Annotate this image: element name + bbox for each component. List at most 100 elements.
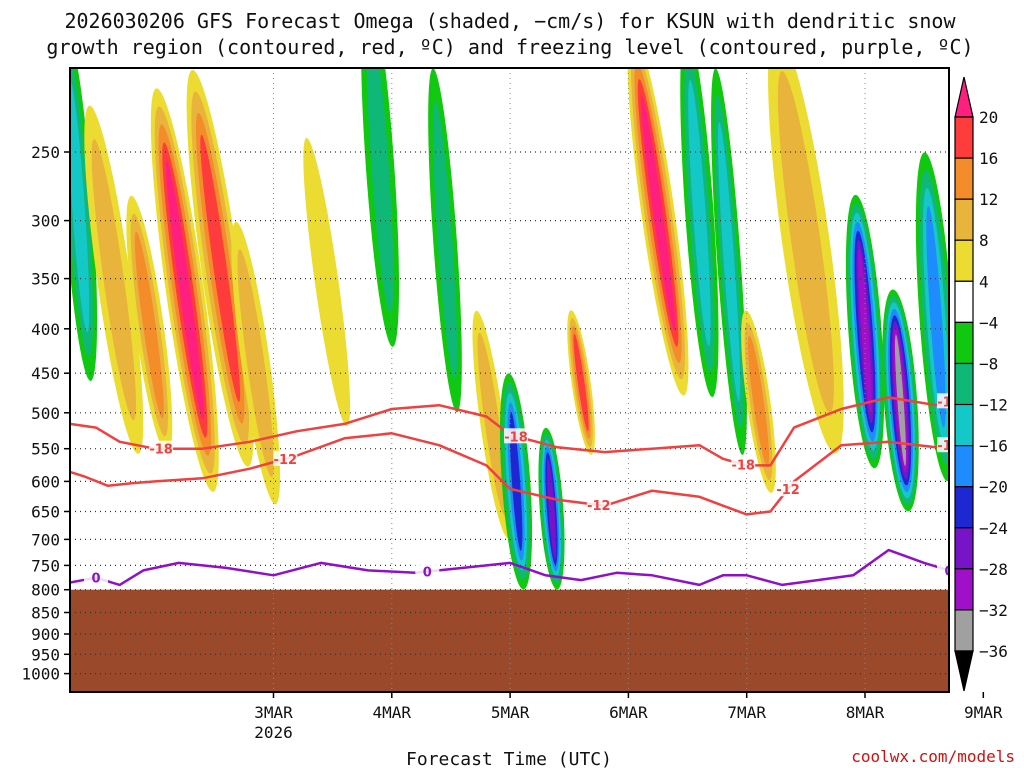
omega-cell-17 (768, 68, 844, 454)
below-ground-area (70, 589, 949, 692)
omega-shade (747, 335, 770, 468)
omega-shade (91, 139, 136, 421)
contour-label-bg (504, 428, 528, 444)
y-tick-label: 950 (31, 645, 60, 664)
omega-shade (165, 160, 204, 420)
colorbar: 20 16 12 8 4 −4 −8 −12 −16 −20 −24 −28 −32 −36 (954, 76, 1008, 692)
x-tick-label: 4MAR (373, 703, 412, 722)
colorbar-label: −36 (979, 642, 1008, 661)
colorbar-label: −32 (979, 601, 1008, 620)
contour-label: -12 (274, 453, 298, 468)
contour-label: 0 (423, 566, 432, 581)
y-tick-label: 1000 (21, 665, 60, 684)
contour-label-bg (415, 563, 440, 579)
colorbar-label: 20 (979, 108, 998, 127)
contour-label-bg (937, 437, 949, 453)
omega-cell-7 (360, 68, 400, 347)
colorbar-bottom-arrow (954, 650, 974, 692)
colorbar-swatch (954, 486, 974, 529)
contour-label-bg (937, 393, 949, 409)
x-tick-label: 9MAR (964, 703, 1003, 722)
omega-cell-11 (538, 427, 565, 590)
y-tick-label: 550 (31, 440, 60, 459)
omega-cell-16 (741, 310, 776, 493)
contour-label-bg (273, 450, 298, 466)
omega-cell-4 (186, 69, 254, 467)
omega-shade (640, 95, 676, 331)
y-tick-label: 800 (31, 581, 60, 600)
colorbar-label: −16 (979, 437, 1008, 456)
y-axis: 250 300 350 400 450 500 550 600 650 700 750 800 850 9… (21, 143, 70, 684)
y-tick-label: 450 (31, 364, 60, 383)
x-axis-label: Forecast Time (UTC) (406, 749, 612, 768)
omega-shade (995, 228, 1018, 421)
omega-shade (237, 249, 274, 478)
omega-cell-12 (567, 310, 595, 455)
omega-shade (926, 205, 946, 428)
contour-label: -18 (937, 395, 961, 410)
plot-area: -18 -12 -18 -12 -18 -12 -18 -12 0 0 0 (69, 67, 1018, 693)
contour-label: 0 (91, 572, 100, 587)
contour-label: -12 (937, 439, 961, 454)
colorbar-label: 4 (979, 272, 989, 291)
y-tick-label: 500 (31, 404, 60, 423)
colorbar-swatch (954, 116, 974, 159)
colorbar-swatch (954, 527, 974, 570)
contour-label-bg (776, 481, 801, 497)
omega-shade (688, 79, 711, 346)
omega-shade (70, 77, 90, 333)
x-tick-sublabel: 2026 (254, 723, 293, 742)
y-tick-label: 600 (31, 472, 60, 491)
y-tick-label: 350 (31, 270, 60, 289)
colorbar-top-arrow (954, 76, 974, 118)
y-tick-label: 850 (31, 604, 60, 623)
y-tick-label: 650 (31, 503, 60, 522)
contour-label: -18 (731, 458, 755, 473)
omega-cell-15 (711, 68, 747, 455)
colorbar-swatch (954, 445, 974, 488)
omega-shading (70, 68, 1018, 590)
omega-cell-2 (126, 195, 173, 455)
colorbar-swatch (954, 280, 974, 323)
chart-title-line1: 2026030206 GFS Forecast Omega (shaded, −… (64, 9, 956, 33)
x-tick-label: 3MAR (254, 703, 293, 722)
colorbar-label: −8 (979, 355, 998, 374)
colorbar-swatch (954, 198, 974, 241)
y-tick-label: 400 (31, 320, 60, 339)
colorbar-swatch (954, 403, 974, 447)
x-tick-label: 5MAR (491, 703, 530, 722)
contours: -18 -12 -18 -12 -18 -12 -18 -12 0 0 0 (70, 393, 961, 587)
omega-shade (858, 248, 872, 415)
omega-shade (998, 238, 1016, 412)
credit-link[interactable]: coolwx.com/models (851, 747, 1015, 766)
chart-title-line2: growth region (contoured, red, ºC) and f… (46, 35, 973, 59)
colorbar-label: 16 (979, 149, 998, 168)
y-tick-label: 250 (31, 143, 60, 162)
omega-shade (573, 333, 589, 432)
contour-line-minus18 (70, 396, 949, 467)
grid-lines (70, 68, 949, 692)
x-tick-label: 8MAR (846, 703, 885, 722)
omega-shade (432, 101, 458, 380)
contour-label-bg (586, 497, 611, 512)
omega-shade (134, 231, 164, 419)
omega-cell-13 (627, 68, 689, 396)
contour-label-bg (84, 569, 108, 585)
colorbar-label: 12 (979, 190, 998, 209)
omega-shade (777, 71, 834, 413)
contour-label: -18 (149, 443, 173, 458)
omega-cell-14 (680, 68, 719, 397)
omega-shade (366, 68, 394, 312)
colorbar-label: −4 (979, 313, 998, 332)
omega-shade (477, 332, 508, 517)
omega-cell-6 (303, 138, 351, 427)
omega-shade (303, 138, 351, 427)
y-tick-label: 900 (31, 625, 60, 644)
omega-cell-8 (428, 68, 462, 413)
contour-label: -12 (776, 483, 800, 498)
omega-shade (200, 134, 241, 402)
contour-label: -18 (504, 430, 528, 445)
contour-label: 0 (944, 564, 953, 579)
colorbar-swatch (954, 362, 974, 406)
